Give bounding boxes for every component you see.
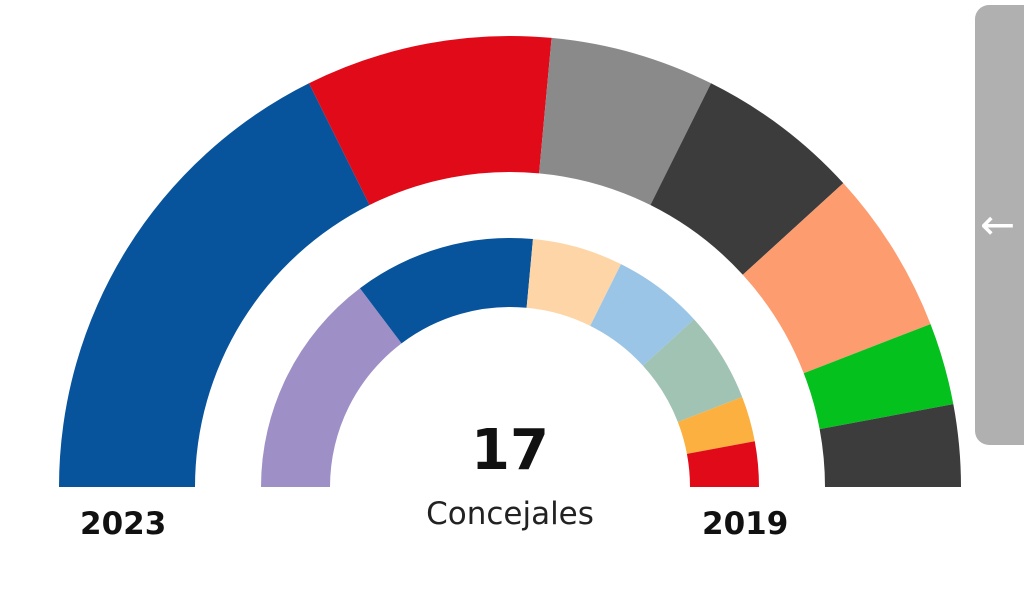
segment-2023-2[interactable] [539, 37, 712, 206]
seats-unit-label: Concejales [426, 496, 594, 532]
segment-2019-4[interactable] [643, 319, 743, 422]
segment-2023-4[interactable] [742, 183, 931, 374]
side-panel-toggle[interactable] [975, 5, 1024, 445]
segment-2019-2[interactable] [526, 239, 621, 326]
segment-2019-3[interactable] [590, 264, 695, 366]
arrow-left-icon[interactable]: ← [980, 200, 1016, 249]
segment-2023-5[interactable] [803, 324, 954, 430]
segment-2019-6[interactable] [686, 441, 759, 487]
segment-2023-3[interactable] [650, 83, 844, 275]
segment-2019-0[interactable] [261, 288, 402, 487]
segment-2023-6[interactable] [819, 404, 961, 487]
label-2019: 2019 [702, 506, 789, 542]
label-2023: 2023 [80, 506, 167, 542]
segment-2023-1[interactable] [308, 36, 552, 206]
segment-2019-1[interactable] [359, 238, 533, 344]
segment-2019-5[interactable] [677, 397, 755, 454]
total-seats: 17 [471, 418, 549, 483]
segment-2023-0[interactable] [59, 83, 370, 487]
